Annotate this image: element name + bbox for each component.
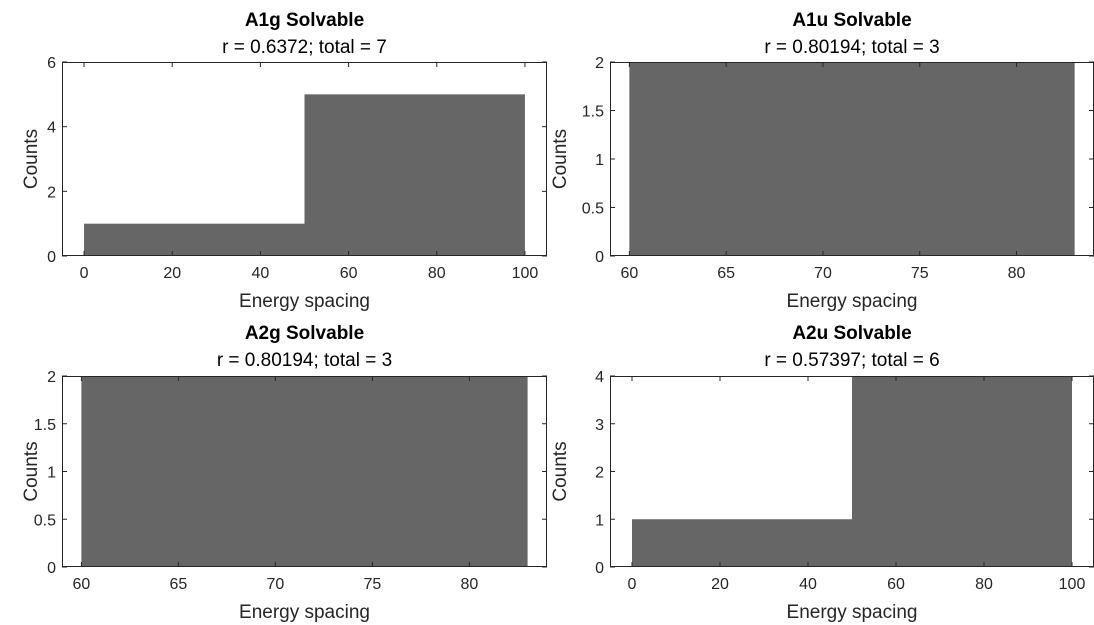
x-tick-label: 60 — [73, 576, 91, 593]
y-axis-label: Counts — [550, 129, 571, 189]
chart-subtitle: r = 0.6372; total = 7 — [222, 37, 387, 58]
x-tick-label: 100 — [512, 265, 539, 282]
chart-title: A2u Solvable — [792, 323, 911, 344]
y-tick-label: 1 — [47, 465, 56, 482]
x-tick-label: 70 — [267, 576, 285, 593]
x-tick-label: 80 — [975, 576, 993, 593]
histogram-a1u: A1u Solvable r = 0.80194; total = 3 60 65 70… — [550, 10, 1094, 312]
y-tick-label: 6 — [47, 55, 56, 72]
x-tick-label: 20 — [711, 576, 729, 593]
y-tick-label: 3 — [595, 417, 604, 434]
chart-title: A1g Solvable — [245, 10, 364, 31]
y-tick-label: 2 — [595, 465, 604, 482]
chart-subtitle: r = 0.57397; total = 6 — [764, 350, 939, 371]
x-tick-label: 65 — [717, 265, 735, 282]
x-tick-label: 100 — [1059, 576, 1086, 593]
y-tick-label: 2 — [47, 184, 56, 201]
y-tick-label: 0 — [47, 249, 56, 266]
x-tick-label: 80 — [1008, 265, 1026, 282]
histogram-bar — [629, 62, 1075, 256]
histogram-bar — [84, 223, 305, 256]
x-tick-label: 65 — [170, 576, 188, 593]
y-tick-label: 1.5 — [582, 104, 604, 121]
y-tick-label: 4 — [47, 120, 56, 137]
chart-title: A1u Solvable — [792, 10, 911, 31]
x-axis-label: Energy spacing — [239, 291, 370, 312]
x-tick-label: 20 — [163, 265, 181, 282]
y-tick-label: 0 — [595, 249, 604, 266]
y-tick-label: 0 — [595, 560, 604, 577]
x-tick-label: 80 — [428, 265, 446, 282]
x-axis-label: Energy spacing — [787, 602, 918, 623]
histogram-bar — [304, 94, 525, 256]
histogram-bar — [81, 376, 528, 567]
y-tick-label: 2 — [595, 55, 604, 72]
y-tick-label: 0 — [47, 560, 56, 577]
y-tick-label: 0.5 — [582, 201, 604, 218]
histogram-bar — [632, 519, 852, 567]
y-tick-label: 1.5 — [34, 417, 56, 434]
y-tick-label: 2 — [47, 369, 56, 386]
y-tick-label: 4 — [595, 369, 604, 386]
x-tick-label: 40 — [252, 265, 270, 282]
chart-subtitle: r = 0.80194; total = 3 — [764, 37, 939, 58]
x-axis-label: Energy spacing — [239, 602, 370, 623]
x-tick-label: 60 — [887, 576, 905, 593]
y-tick-label: 1 — [595, 152, 604, 169]
x-tick-label: 70 — [814, 265, 832, 282]
histogram-bar — [852, 376, 1072, 567]
x-tick-label: 0 — [628, 576, 637, 593]
y-axis-label: Counts — [21, 129, 42, 189]
y-tick-label: 0.5 — [34, 512, 56, 529]
x-tick-label: 60 — [620, 265, 638, 282]
x-tick-label: 0 — [80, 265, 89, 282]
histogram-a2g: A2g Solvable r = 0.80194; total = 3 60 65 70… — [21, 323, 547, 623]
x-axis-label: Energy spacing — [787, 291, 918, 312]
axes-box — [62, 62, 547, 256]
x-tick-label: 40 — [799, 576, 817, 593]
y-tick-label: 1 — [595, 512, 604, 529]
chart-title: A2g Solvable — [245, 323, 364, 344]
x-tick-label: 80 — [461, 576, 479, 593]
x-tick-label: 60 — [340, 265, 358, 282]
x-tick-label: 75 — [911, 265, 929, 282]
x-tick-label: 75 — [364, 576, 382, 593]
y-axis-label: Counts — [21, 441, 42, 501]
y-axis-label: Counts — [550, 441, 571, 501]
chart-subtitle: r = 0.80194; total = 3 — [217, 350, 392, 371]
